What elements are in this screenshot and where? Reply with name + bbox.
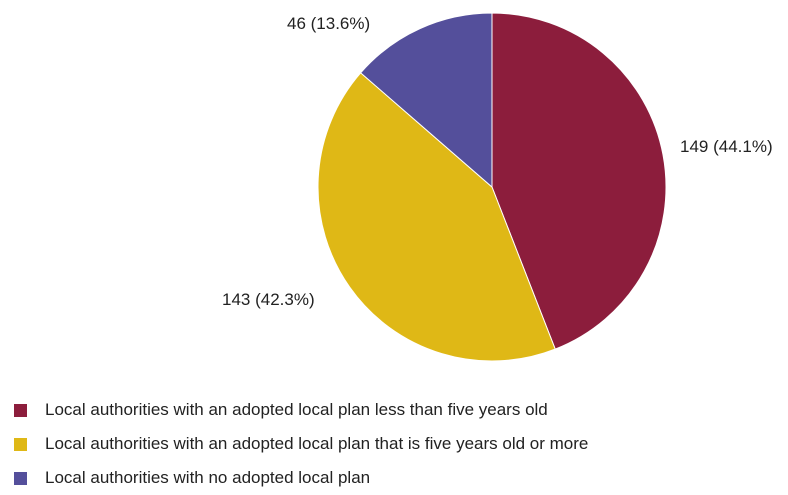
pie-slice-no-local-plan [359, 12, 493, 189]
slice-label-five-years-or-more: 143 (42.3%) [222, 290, 315, 309]
legend-swatch [14, 403, 27, 417]
legend-item-no-local-plan: Local authorities with no adopted local … [14, 461, 588, 495]
legend-label: Local authorities with an adopted local … [45, 434, 589, 453]
pie-slice-less-than-five-years [491, 12, 667, 350]
slice-label-less-than-five-years: 149 (44.1%) [680, 137, 773, 156]
legend-swatch [14, 437, 27, 451]
legend-item-five-years-or-more: Local authorities with an adopted local … [14, 427, 588, 461]
legend-label: Local authorities with no adopted local … [45, 468, 371, 487]
pie-slice-five-years-or-more [317, 72, 556, 362]
legend-label: Local authorities with an adopted local … [45, 400, 548, 419]
legend-item-less-than-five-years: Local authorities with an adopted local … [14, 393, 588, 427]
legend-swatch [14, 471, 27, 485]
legend: Local authorities with an adopted local … [14, 393, 588, 495]
slice-label-no-local-plan: 46 (13.6%) [287, 14, 371, 33]
